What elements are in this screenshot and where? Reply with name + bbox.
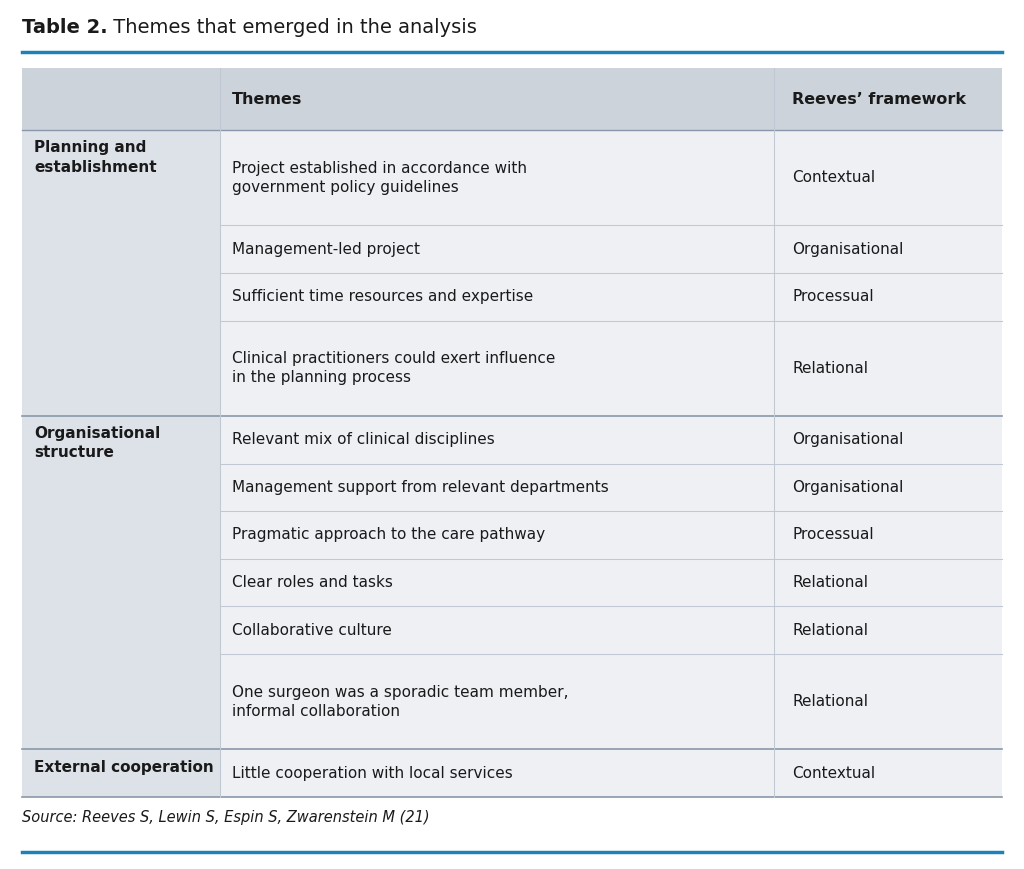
- Text: Relational: Relational: [793, 623, 868, 638]
- Text: Processual: Processual: [793, 527, 874, 542]
- Bar: [220, 130, 774, 225]
- Bar: [22, 749, 220, 797]
- Bar: [220, 749, 774, 797]
- Bar: [774, 321, 1002, 416]
- Text: Contextual: Contextual: [793, 170, 876, 185]
- Text: Pragmatic approach to the care pathway: Pragmatic approach to the care pathway: [232, 527, 546, 542]
- Bar: [22, 130, 220, 416]
- Text: Contextual: Contextual: [793, 766, 876, 780]
- Bar: [774, 463, 1002, 511]
- Bar: [774, 416, 1002, 463]
- Bar: [22, 416, 220, 749]
- Text: Relevant mix of clinical disciplines: Relevant mix of clinical disciplines: [232, 432, 495, 448]
- Bar: [220, 225, 774, 273]
- Bar: [220, 463, 774, 511]
- Bar: [220, 607, 774, 654]
- Bar: [220, 654, 774, 749]
- Bar: [220, 511, 774, 559]
- Text: Reeves’ framework: Reeves’ framework: [793, 91, 967, 107]
- Bar: [774, 130, 1002, 225]
- Bar: [220, 559, 774, 607]
- Text: Clear roles and tasks: Clear roles and tasks: [232, 575, 393, 590]
- Bar: [774, 511, 1002, 559]
- Text: Relational: Relational: [793, 694, 868, 709]
- Text: Collaborative culture: Collaborative culture: [232, 623, 392, 638]
- Text: Organisational: Organisational: [793, 432, 904, 448]
- Text: Management-led project: Management-led project: [232, 242, 420, 256]
- Text: Little cooperation with local services: Little cooperation with local services: [232, 766, 513, 780]
- Bar: [774, 749, 1002, 797]
- Text: One surgeon was a sporadic team member,
informal collaboration: One surgeon was a sporadic team member, …: [232, 685, 568, 719]
- Bar: [220, 273, 774, 321]
- Text: Relational: Relational: [793, 575, 868, 590]
- Bar: [774, 225, 1002, 273]
- Text: Project established in accordance with
government policy guidelines: Project established in accordance with g…: [232, 161, 527, 195]
- Bar: [774, 607, 1002, 654]
- Text: Themes: Themes: [232, 91, 303, 107]
- Text: Management support from relevant departments: Management support from relevant departm…: [232, 480, 609, 494]
- Text: Planning and
establishment: Planning and establishment: [34, 141, 157, 175]
- Text: Organisational: Organisational: [793, 242, 904, 256]
- Text: Relational: Relational: [793, 361, 868, 375]
- Text: Table 2.: Table 2.: [22, 18, 108, 37]
- Text: Themes that emerged in the analysis: Themes that emerged in the analysis: [106, 18, 477, 37]
- Bar: [774, 559, 1002, 607]
- Text: Organisational: Organisational: [793, 480, 904, 494]
- Text: Organisational
structure: Organisational structure: [34, 427, 161, 461]
- Text: Sufficient time resources and expertise: Sufficient time resources and expertise: [232, 289, 534, 304]
- Bar: [774, 273, 1002, 321]
- Bar: [774, 654, 1002, 749]
- Text: External cooperation: External cooperation: [34, 760, 214, 775]
- Text: Processual: Processual: [793, 289, 874, 304]
- Text: Clinical practitioners could exert influence
in the planning process: Clinical practitioners could exert influ…: [232, 351, 556, 385]
- Text: Source: Reeves S, Lewin S, Espin S, Zwarenstein M (21): Source: Reeves S, Lewin S, Espin S, Zwar…: [22, 810, 430, 825]
- Bar: [220, 321, 774, 416]
- Bar: [22, 68, 1002, 130]
- Bar: [220, 416, 774, 463]
